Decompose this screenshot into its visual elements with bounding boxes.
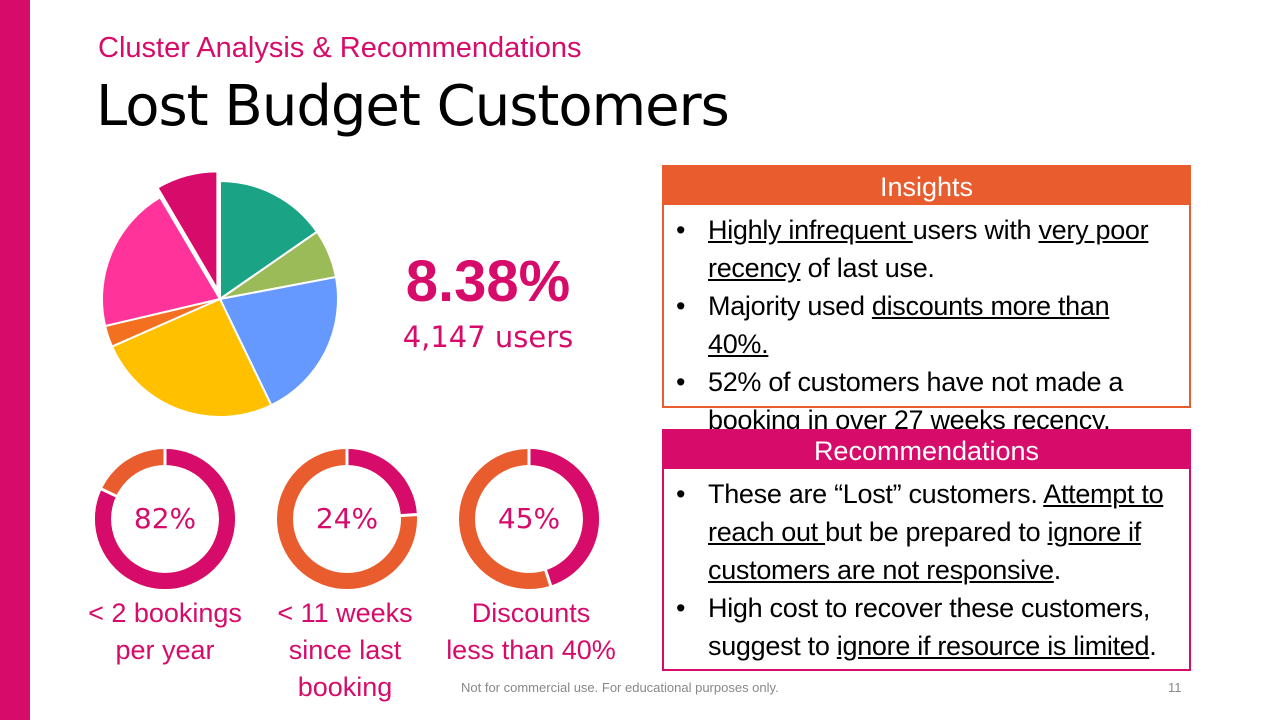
slide-subtitle: Cluster Analysis & Recommendations bbox=[98, 32, 582, 64]
donut-bookings: 82% bbox=[90, 444, 240, 594]
donut-discounts: 45% bbox=[454, 444, 604, 594]
insights-bullet: Majority used discounts more than 40%. bbox=[676, 287, 1175, 363]
recommendations-bullet: These are “Lost” customers. Attempt to r… bbox=[676, 475, 1175, 589]
bullet-text: discounts more than 40%. bbox=[708, 291, 1110, 359]
caption-line: booking bbox=[297, 672, 393, 702]
donut-recency-chart bbox=[277, 448, 418, 589]
bullet-text: ignore if customers are not responsive bbox=[708, 517, 1141, 585]
donut-bookings-chart bbox=[95, 448, 235, 589]
caption-line: Discounts bbox=[471, 598, 591, 628]
caption-line: since last bbox=[288, 635, 402, 665]
segment-user-count: 4,147 users bbox=[402, 320, 574, 354]
donut-bookings-value: 82% bbox=[133, 502, 197, 535]
pie-slice bbox=[218, 275, 339, 407]
caption-line: < 2 bookings bbox=[88, 598, 242, 628]
insights-bullet: 52% of customers have not made a booking… bbox=[676, 363, 1175, 439]
donut-recency-value: 24% bbox=[315, 502, 379, 535]
bullet-text: These are “Lost” customers. bbox=[708, 479, 1044, 509]
bullet-text: Highly infrequent bbox=[708, 215, 913, 245]
segment-share-percent: 8.38% bbox=[405, 249, 571, 314]
recommendations-panel: Recommendations These are “Lost” custome… bbox=[662, 429, 1191, 671]
caption-line: < 11 weeks bbox=[277, 598, 413, 628]
pie-slice bbox=[110, 297, 273, 418]
bullet-text: . bbox=[1149, 631, 1157, 661]
bullet-text: Attempt to reach out bbox=[708, 479, 1164, 547]
caption-line: per year bbox=[115, 635, 215, 665]
insights-panel: Insights Highly infrequent users with ve… bbox=[662, 165, 1191, 435]
page-number: 11 bbox=[1168, 680, 1182, 695]
bullet-text: of last use. bbox=[800, 253, 935, 283]
pie-slice bbox=[219, 179, 319, 301]
insights-bullet: Highly infrequent users with very poor r… bbox=[676, 211, 1175, 287]
slide-title: Lost Budget Customers bbox=[96, 74, 730, 139]
bullet-text: . bbox=[1053, 555, 1062, 585]
recommendations-header: Recommendations bbox=[664, 431, 1189, 469]
pie-slice bbox=[101, 195, 222, 328]
donut-recency-caption: < 11 weeks since last booking bbox=[245, 595, 445, 706]
donut-bookings-caption: < 2 bookings per year bbox=[65, 595, 265, 669]
donut-separator bbox=[100, 487, 118, 498]
donut-discounts-caption: Discounts less than 40% bbox=[431, 595, 631, 669]
donut-separator bbox=[399, 513, 418, 518]
caption-line: less than 40% bbox=[446, 635, 616, 665]
pie-slice bbox=[156, 170, 219, 294]
bullet-text: 52% of customers have not made a booking… bbox=[708, 367, 1124, 435]
recommendations-list: These are “Lost” customers. Attempt to r… bbox=[664, 469, 1189, 665]
side-accent-bar bbox=[0, 0, 30, 720]
bullet-text: High cost to recover these customers, su… bbox=[708, 593, 1151, 661]
insights-list: Highly infrequent users with very poor r… bbox=[664, 205, 1189, 439]
bullet-text: very poor recency bbox=[708, 215, 1149, 283]
donut-recency: 24% bbox=[272, 444, 422, 594]
donut-discounts-chart bbox=[459, 448, 599, 589]
insights-header: Insights bbox=[664, 167, 1189, 205]
footer-disclaimer: Not for commercial use. For educational … bbox=[461, 680, 779, 695]
donut-discounts-value: 45% bbox=[497, 502, 561, 535]
recommendations-bullet: High cost to recover these customers, su… bbox=[676, 589, 1175, 665]
bullet-text: ignore if resource is limited bbox=[836, 631, 1150, 661]
segment-pie-chart bbox=[101, 170, 339, 418]
bullet-text: users with bbox=[912, 215, 1039, 245]
bullet-text: Majority used bbox=[708, 291, 872, 321]
donut-separator bbox=[543, 568, 553, 587]
bullet-text: but be prepared to bbox=[825, 517, 1048, 547]
